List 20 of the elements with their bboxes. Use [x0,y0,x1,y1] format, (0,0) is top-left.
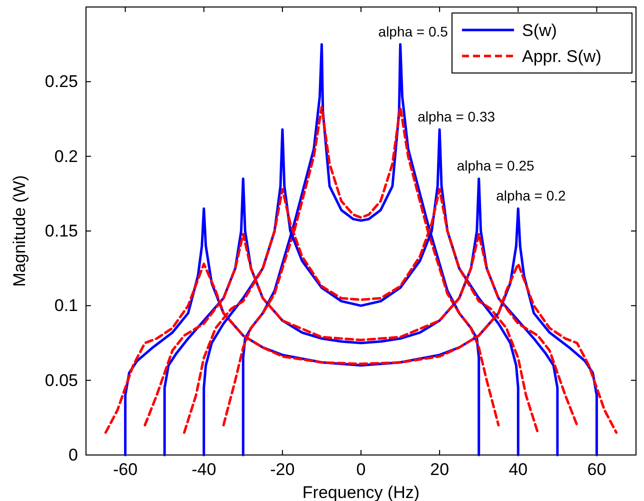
x-tick-label: -20 [270,460,295,480]
annotation: alpha = 0.33 [418,108,496,124]
y-tick-label: 0.2 [54,146,78,166]
annotation: alpha = 0.5 [378,23,448,40]
legend-label: Appr. S(w) [522,47,602,66]
y-tick-label: 0 [68,445,78,464]
x-tick-label: 0 [356,460,366,480]
x-tick-label: -60 [112,460,138,480]
annotation: alpha = 0.2 [496,188,566,204]
x-tick-label: 60 [587,460,606,480]
y-tick-label: 0.25 [44,72,78,92]
x-tick-label: -40 [192,460,216,480]
x-tick-label: 20 [430,460,450,480]
y-tick-label: 0.1 [54,296,78,316]
x-tick-label: 40 [508,460,528,480]
legend-label: S(w) [522,21,557,40]
y-tick-label: 0.15 [44,221,78,240]
y-axis-title: Magnitude (W) [10,175,29,287]
y-tick-label: 0.05 [44,370,78,390]
annotation: alpha = 0.25 [456,158,535,174]
